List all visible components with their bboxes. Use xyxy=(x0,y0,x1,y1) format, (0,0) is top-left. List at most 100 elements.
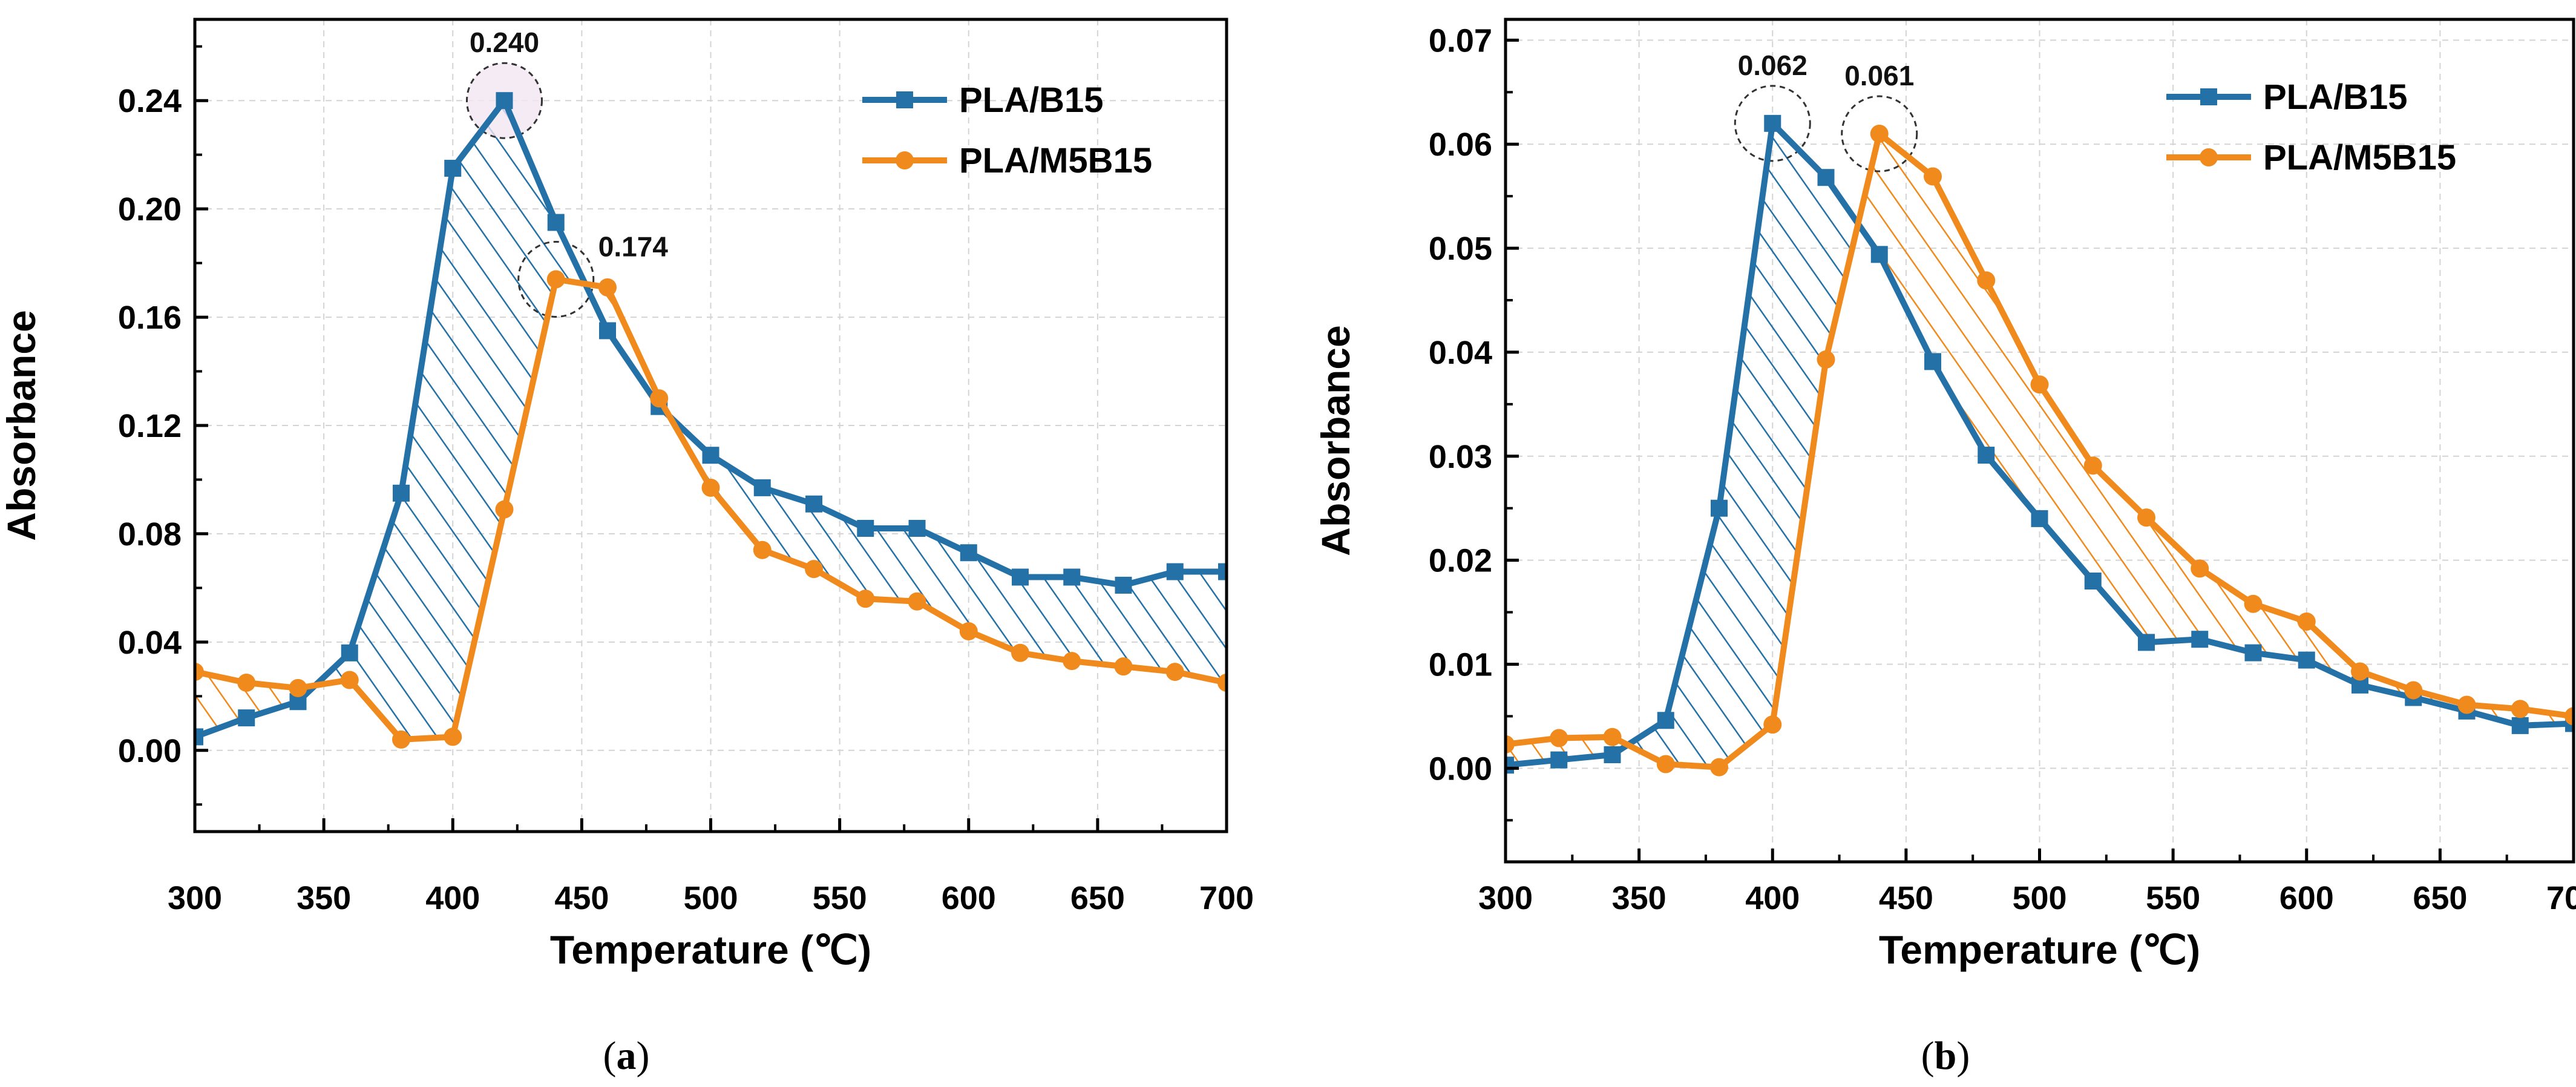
data-point xyxy=(2297,612,2316,631)
y-tick-label: 0.05 xyxy=(1429,231,1492,267)
x-tick-label: 350 xyxy=(1612,880,1667,916)
x-tick-label: 700 xyxy=(2546,880,2576,916)
data-point xyxy=(546,270,565,289)
x-tick-label: 700 xyxy=(1199,880,1254,916)
blue-hatched-region xyxy=(315,100,586,740)
data-point xyxy=(2565,707,2574,726)
data-point xyxy=(1603,727,1622,746)
peak-highlight-circle xyxy=(1841,95,1918,172)
peak-highlight-circle xyxy=(1734,85,1811,162)
data-point xyxy=(805,560,823,579)
data-point xyxy=(340,671,359,689)
peak-value-label: 0.174 xyxy=(598,231,669,262)
y-tick-label: 0.02 xyxy=(1429,543,1492,579)
data-point xyxy=(1114,657,1133,676)
y-tick-label: 0.00 xyxy=(1429,750,1492,787)
x-axis-a: 300 350 400 450 500 550 600 650 700 xyxy=(168,818,1254,916)
y-axis-title: Absorbance xyxy=(0,310,44,540)
x-tick-label: 450 xyxy=(1879,880,1933,916)
legend-label: PLA/M5B15 xyxy=(959,141,1152,180)
data-point xyxy=(444,160,462,177)
data-point xyxy=(1764,114,1781,132)
x-tick-label: 550 xyxy=(813,880,867,916)
data-point xyxy=(805,495,822,513)
x-tick-label: 500 xyxy=(2012,880,2066,916)
data-point xyxy=(2511,717,2529,734)
data-point xyxy=(2083,456,2102,475)
data-point xyxy=(496,92,513,110)
data-point xyxy=(1165,663,1184,681)
x-tick-label: 300 xyxy=(168,880,222,916)
data-point xyxy=(753,540,772,559)
data-point xyxy=(1978,447,1995,464)
series-pla-b15-a xyxy=(195,92,1227,746)
panel-label-b: (b) xyxy=(1921,1034,1970,1078)
grid-lines-a xyxy=(195,19,1227,832)
y-tick-label: 0.04 xyxy=(1429,335,1492,371)
y-tick-label: 0.07 xyxy=(1429,22,1492,59)
legend-marker xyxy=(896,91,913,108)
data-point xyxy=(2244,594,2263,613)
data-point xyxy=(495,500,514,519)
legend-marker xyxy=(2200,148,2218,166)
data-point xyxy=(1506,735,1515,754)
y-tick-label: 0.12 xyxy=(118,408,182,444)
orange-hatched-region xyxy=(1858,134,2574,726)
data-point xyxy=(1550,729,1568,747)
data-point xyxy=(341,644,358,662)
data-point xyxy=(1063,568,1081,586)
x-tick-label: 300 xyxy=(1478,880,1533,916)
chart-panel-a: 0.240 0.174 300 350 400 450 500 550 600 650 700 0.0… xyxy=(0,18,1254,972)
orange-hatched-region xyxy=(585,284,670,416)
data-point xyxy=(195,728,203,746)
data-point xyxy=(392,730,410,749)
data-point xyxy=(856,589,875,608)
y-tick-label: 0.24 xyxy=(118,83,182,119)
chart-panel-b: 0.062 0.061 300 350 400 450 500 550 600 650 700 0.0… xyxy=(1313,18,2576,972)
data-point xyxy=(2031,510,2048,527)
y-tick-label: 0.08 xyxy=(118,516,182,553)
panel-label-a: (a) xyxy=(603,1034,650,1078)
y-tick-label: 0.16 xyxy=(118,300,182,336)
data-point xyxy=(195,663,204,681)
data-point xyxy=(1063,652,1081,671)
x-tick-label: 650 xyxy=(1070,880,1125,916)
data-point xyxy=(1817,169,1835,186)
data-point xyxy=(598,278,617,297)
x-tick-label: 450 xyxy=(554,880,609,916)
y-tick-label: 0.03 xyxy=(1429,439,1492,475)
data-point xyxy=(599,322,616,340)
series-pla-m5b15-a xyxy=(195,270,1227,749)
y-tick-label: 0.04 xyxy=(118,625,182,661)
x-tick-label: 600 xyxy=(942,880,996,916)
data-point xyxy=(1870,125,1889,143)
x-axis-b: 300 350 400 450 500 550 600 650 700 xyxy=(1478,849,2576,916)
legend-label: PLA/B15 xyxy=(2263,77,2408,117)
data-point xyxy=(1550,751,1568,769)
data-point xyxy=(1115,576,1132,594)
data-point xyxy=(908,592,926,611)
y-tick-label: 0.00 xyxy=(118,733,182,769)
data-point xyxy=(547,214,565,231)
data-point xyxy=(1218,673,1227,692)
x-tick-label: 500 xyxy=(683,880,738,916)
data-point xyxy=(393,484,410,502)
x-tick-label: 650 xyxy=(2413,880,2467,916)
data-point xyxy=(1604,746,1621,763)
data-point xyxy=(1012,568,1029,586)
data-point xyxy=(1011,643,1029,662)
x-axis-title: Temperature (℃) xyxy=(550,927,871,972)
data-point xyxy=(2404,681,2423,700)
data-point xyxy=(1218,563,1227,580)
y-axis-title: Absorbance xyxy=(1313,325,1358,556)
data-point xyxy=(2138,634,2155,651)
blue-hatched-region xyxy=(669,416,1227,683)
data-point xyxy=(2191,631,2209,648)
data-point xyxy=(237,673,256,692)
data-point xyxy=(960,544,977,562)
data-point xyxy=(289,678,307,697)
data-point xyxy=(1711,499,1728,517)
legend-marker xyxy=(896,151,914,169)
series-pla-m5b15-b xyxy=(1506,125,2574,777)
